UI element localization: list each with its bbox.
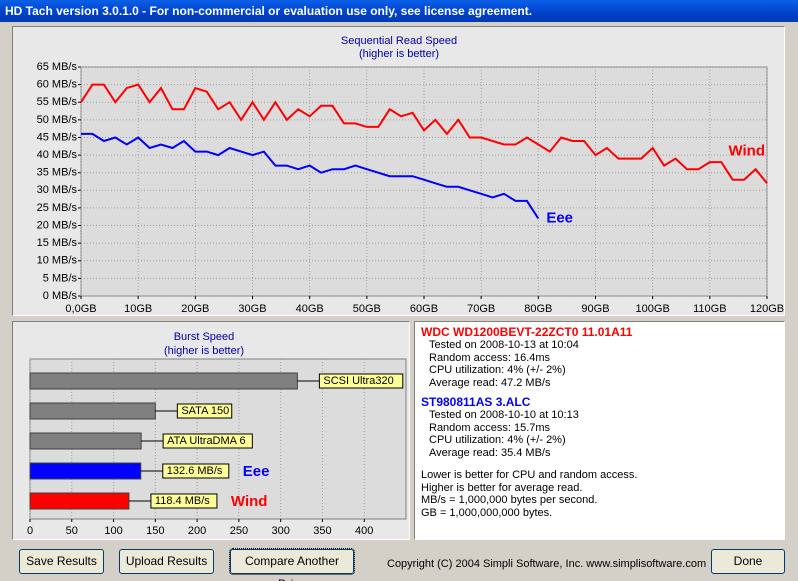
y-tick-label: 45 MB/s (37, 131, 78, 143)
spacer (421, 459, 778, 469)
y-tick-label: 10 MB/s (37, 255, 78, 267)
y-tick-label: 15 MB/s (37, 237, 78, 249)
value-label: 118.4 MB/s (155, 495, 210, 507)
read-chart: Sequential Read Speed(higher is better) 0… (37, 35, 784, 315)
x-tick-label: 0,0GB (65, 303, 96, 315)
x-tick-label: 400 (355, 525, 373, 537)
bar (29, 402, 156, 420)
y-tick-label: 25 MB/s (37, 202, 78, 214)
bar (29, 372, 298, 390)
label-box (162, 463, 230, 479)
x-tick-label: 350 (313, 525, 331, 537)
y-tick-label: 0 MB/s (43, 290, 78, 302)
drive-detail: Random access: 15.7ms (429, 421, 551, 434)
x-tick-label: 110GB (693, 303, 726, 315)
category-label: Eee (243, 463, 270, 480)
y-tick-label: 30 MB/s (37, 184, 78, 196)
x-tick-label: 40GB (296, 303, 324, 315)
button[interactable]: Save Results (19, 549, 104, 574)
series-label: Eee (546, 209, 573, 226)
note: GB = 1,000,000,000 bytes. (421, 506, 553, 519)
note: Lower is better for CPU and random acces… (421, 469, 638, 481)
chart-title: Burst Speed (174, 331, 235, 343)
chart-subtitle: (higher is better) (359, 48, 439, 60)
drive-detail: Average read: 35.4 MB/s (429, 446, 551, 459)
title-bar: HD Tach version 3.0.1.0 - For non-commer… (0, 0, 798, 22)
series-line (80, 83, 768, 184)
drive-name: WDC WD1200BEVT-22ZCT0 11.01A11 (421, 325, 633, 339)
series-line (81, 132, 540, 220)
y-tick-label: 35 MB/s (37, 167, 78, 179)
button[interactable]: Compare Another Drive (229, 548, 355, 581)
note: Higher is better for average read. (421, 481, 583, 494)
value-label: 132.6 MB/s (167, 465, 223, 477)
bar (29, 492, 130, 510)
x-tick-label: 10GB (124, 303, 152, 315)
label-box (150, 493, 218, 509)
y-tick-label: 65 MB/s (37, 61, 78, 73)
x-tick-label: 50GB (353, 303, 381, 315)
burst-chart: Burst Speed (higher is better) 0 50 100 150 20… (27, 331, 407, 537)
x-tick-label: 90GB (581, 303, 609, 315)
category-label: SATA 150 (181, 405, 229, 417)
drive-detail: Average read: 47.2 MB/s (429, 376, 551, 389)
y-tick-label: 40 MB/s (37, 149, 78, 161)
x-tick-label: 100 (104, 525, 122, 537)
x-tick-label: 50 (66, 525, 78, 537)
note: MB/s = 1,000,000 bytes per second. (421, 494, 598, 506)
x-tick-label: 120GB (750, 303, 784, 315)
x-tick-label: 0 (27, 525, 33, 537)
drive-detail: CPU utilization: 4% (+/- 2%) (429, 364, 566, 376)
category-label: Wind (231, 493, 268, 510)
x-tick-label: 80GB (524, 303, 552, 315)
x-tick-label: 200 (188, 525, 206, 537)
x-tick-label: 300 (271, 525, 289, 537)
category-label: SCSI Ultra320 (323, 375, 393, 387)
y-tick-label: 50 MB/s (37, 114, 78, 126)
drive-detail: Tested on 2008-10-10 at 10:13 (429, 409, 579, 421)
y-tick-label: 5 MB/s (43, 272, 78, 284)
y-tick-label: 20 MB/s (37, 219, 78, 231)
drive-detail: Random access: 16.4ms (429, 351, 551, 364)
label-box (318, 373, 404, 389)
category-label: ATA UltraDMA 6 (167, 435, 245, 447)
y-tick-label: 60 MB/s (37, 79, 78, 91)
copyright: Copyright (C) 2004 Simpli Software, Inc.… (387, 558, 707, 570)
x-tick-label: 20GB (181, 303, 209, 315)
series-label: Wind (728, 143, 765, 160)
x-tick-label: 70GB (467, 303, 495, 315)
y-tick-label: 55 MB/s (37, 96, 78, 108)
chart-subtitle: (higher is better) (164, 345, 244, 357)
info-panel: WDC WD1200BEVT-22ZCT0 11.01A11 Tested on … (414, 321, 785, 540)
x-tick-label: 100GB (636, 303, 670, 315)
drive-detail: CPU utilization: 4% (+/- 2%) (429, 434, 566, 446)
button[interactable]: Done (711, 549, 785, 574)
label-box (176, 403, 233, 419)
burst-panel: Burst Speed (higher is better) 0 50 100 150 20… (12, 321, 410, 540)
label-box (162, 433, 253, 449)
drive-name: ST980811AS 3.ALC (421, 395, 531, 409)
chart-title: Sequential Read Speed (341, 35, 457, 47)
x-tick-label: 150 (146, 525, 164, 537)
drive-detail: Tested on 2008-10-13 at 10:04 (429, 339, 579, 351)
x-tick-label: 30GB (238, 303, 266, 315)
bar (29, 462, 142, 480)
x-tick-label: 60GB (410, 303, 438, 315)
button[interactable]: Upload Results (119, 549, 214, 574)
read-panel: Sequential Read Speed (higher is better) 0… (12, 26, 785, 316)
bar (29, 432, 142, 450)
x-tick-label: 250 (230, 525, 248, 537)
